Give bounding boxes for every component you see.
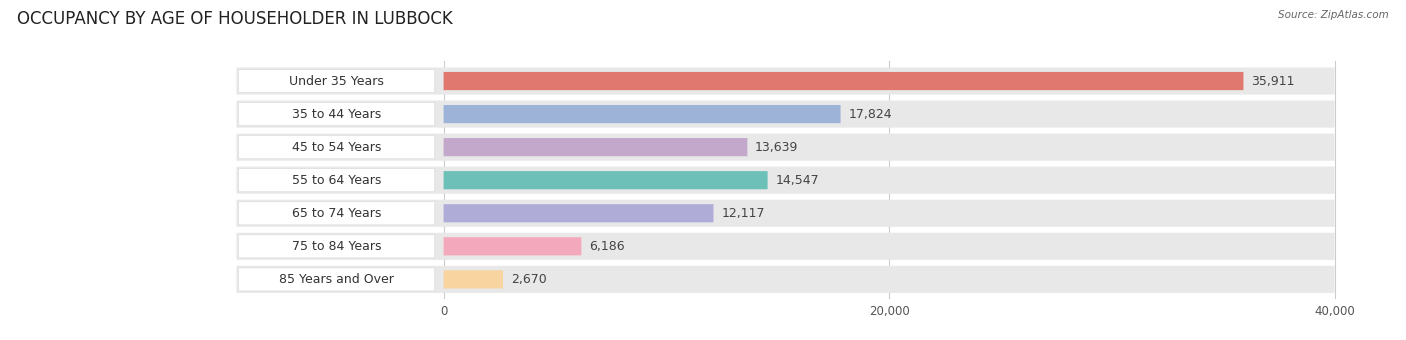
FancyBboxPatch shape xyxy=(443,138,748,156)
FancyBboxPatch shape xyxy=(239,103,434,126)
Text: 6,186: 6,186 xyxy=(589,240,624,253)
FancyBboxPatch shape xyxy=(236,134,1334,161)
FancyBboxPatch shape xyxy=(236,167,1334,194)
Text: 14,547: 14,547 xyxy=(775,174,820,187)
FancyBboxPatch shape xyxy=(443,105,841,123)
FancyBboxPatch shape xyxy=(236,200,1334,227)
Text: 75 to 84 Years: 75 to 84 Years xyxy=(292,240,381,253)
Text: 85 Years and Over: 85 Years and Over xyxy=(280,273,394,286)
Text: OCCUPANCY BY AGE OF HOUSEHOLDER IN LUBBOCK: OCCUPANCY BY AGE OF HOUSEHOLDER IN LUBBO… xyxy=(17,10,453,28)
FancyBboxPatch shape xyxy=(443,204,713,222)
Text: Under 35 Years: Under 35 Years xyxy=(290,74,384,87)
FancyBboxPatch shape xyxy=(443,237,581,255)
FancyBboxPatch shape xyxy=(443,171,768,189)
Text: 45 to 54 Years: 45 to 54 Years xyxy=(292,141,381,154)
FancyBboxPatch shape xyxy=(443,270,503,288)
Text: 55 to 64 Years: 55 to 64 Years xyxy=(292,174,381,187)
Text: Source: ZipAtlas.com: Source: ZipAtlas.com xyxy=(1278,10,1389,20)
FancyBboxPatch shape xyxy=(239,136,434,159)
FancyBboxPatch shape xyxy=(239,69,434,92)
FancyBboxPatch shape xyxy=(236,101,1334,128)
FancyBboxPatch shape xyxy=(239,268,434,291)
FancyBboxPatch shape xyxy=(443,72,1243,90)
Text: 12,117: 12,117 xyxy=(721,207,765,220)
Text: 65 to 74 Years: 65 to 74 Years xyxy=(292,207,381,220)
FancyBboxPatch shape xyxy=(236,233,1334,260)
Text: 2,670: 2,670 xyxy=(510,273,547,286)
FancyBboxPatch shape xyxy=(236,266,1334,293)
FancyBboxPatch shape xyxy=(239,169,434,192)
FancyBboxPatch shape xyxy=(239,202,434,225)
Text: 13,639: 13,639 xyxy=(755,141,799,154)
Text: 35 to 44 Years: 35 to 44 Years xyxy=(292,107,381,121)
FancyBboxPatch shape xyxy=(239,235,434,258)
FancyBboxPatch shape xyxy=(236,67,1334,95)
Text: 35,911: 35,911 xyxy=(1251,74,1295,87)
Text: 17,824: 17,824 xyxy=(848,107,891,121)
